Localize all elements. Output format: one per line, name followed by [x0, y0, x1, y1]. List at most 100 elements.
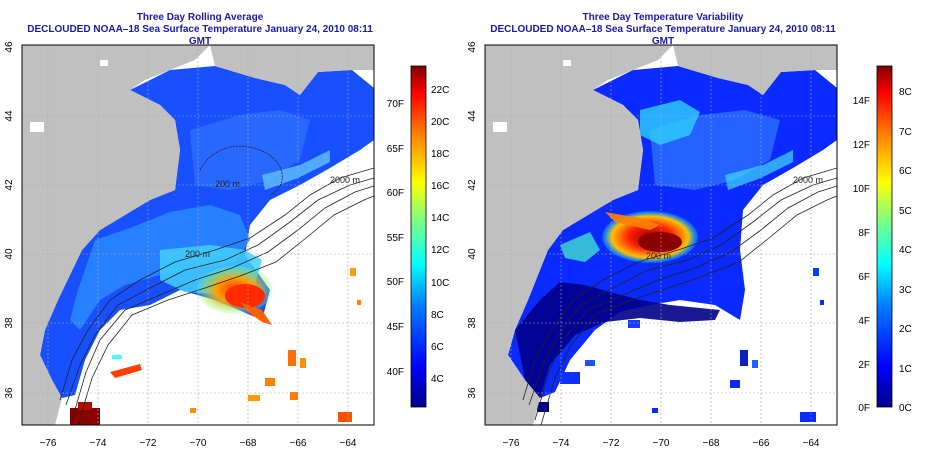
- right-cyan-patches: [640, 100, 700, 145]
- right-lat-tick-label: 44: [467, 110, 478, 122]
- right-gridlines: [485, 45, 837, 425]
- colorbar-c-label: 3C: [899, 285, 912, 296]
- right-lon-tick-label: −72: [603, 438, 620, 449]
- colorbar-c-label: 20C: [431, 117, 449, 128]
- colorbar-c-label: 1C: [899, 364, 912, 375]
- colorbar-f-label: 14F: [853, 96, 870, 107]
- colorbar-f-label: 10F: [853, 184, 870, 195]
- colorbar-f-label: 45F: [387, 322, 404, 333]
- left-lat-tick-label: 44: [4, 110, 15, 122]
- right-land-cape-breton: [793, 50, 837, 70]
- left-lon-tick-label: −72: [140, 438, 157, 449]
- colorbar-c-label: 22C: [431, 85, 449, 96]
- right-colorbar: 0F 2F 4F 6F 8F 10F 12F 14F 0C 1C 2C 3C 4…: [853, 65, 912, 414]
- right-land-island: [563, 60, 571, 66]
- left-lat-tick-label: 46: [4, 41, 15, 53]
- left-land-cape-breton: [330, 50, 374, 70]
- left-isobaths: [59, 145, 374, 425]
- left-lon-axis: −76 −74 −72 −70 −68 −66 −64: [40, 438, 357, 449]
- left-scattered-warm-patches: [70, 268, 361, 425]
- left-title-line2: DECLOUDED NOAA–18 Sea Surface Temperatur…: [27, 24, 373, 47]
- left-lon-tick-label: −74: [90, 438, 107, 449]
- right-colorbar-c-labels: 0C 1C 2C 3C 4C 5C 6C 7C 8C: [899, 87, 912, 414]
- right-north-strip: [725, 150, 793, 190]
- left-land-sable: [30, 122, 44, 132]
- colorbar-f-label: 6F: [858, 272, 870, 283]
- right-map-title: Three Day Temperature Variability DECLOU…: [478, 12, 848, 48]
- left-land-island: [100, 60, 108, 66]
- colorbar-f-label: 4F: [858, 316, 870, 327]
- colorbar-c-label: 0C: [899, 403, 912, 414]
- left-gulf-maine-field: [190, 110, 310, 190]
- right-map: 200 m 2000 m −76 −74 −72 −70 −68 −66 −64…: [467, 41, 838, 449]
- left-north-strip: [262, 150, 330, 190]
- left-lon-tick-label: −64: [340, 438, 357, 449]
- left-title-line1: Three Day Rolling Average: [136, 12, 264, 23]
- colorbar-f-label: 2F: [858, 360, 870, 371]
- colorbar-c-label: 8C: [431, 310, 444, 321]
- left-map-frame: [21, 44, 375, 426]
- colorbar-c-label: 12C: [431, 245, 449, 256]
- right-isobath-label-2000: 2000 m: [793, 175, 823, 185]
- colorbar-c-label: 7C: [899, 127, 912, 138]
- right-title-line1: Three Day Temperature Variability: [582, 12, 744, 23]
- right-lon-tick-label: −64: [803, 438, 820, 449]
- colorbar-f-label: 65F: [387, 144, 404, 155]
- colorbar-f-label: 70F: [387, 99, 404, 110]
- left-colorbar-ramp: [410, 65, 427, 408]
- right-shelf-dark: [515, 282, 720, 398]
- colorbar-c-label: 2C: [899, 324, 912, 335]
- left-lon-tick-label: −70: [190, 438, 207, 449]
- right-lat-tick-label: 40: [467, 248, 478, 260]
- right-lat-tick-label: 38: [467, 317, 478, 329]
- right-high-variability-center: [638, 232, 682, 252]
- right-isobath-label-200: 200 m: [646, 251, 671, 261]
- right-land-mainland: [485, 45, 673, 425]
- colorbar-c-label: 8C: [899, 87, 912, 98]
- left-colorbar-f-labels: 40F 45F 50F 55F 60F 65F 70F: [387, 99, 404, 378]
- left-lon-tick-label: −66: [290, 438, 307, 449]
- right-lat-axis: 36 38 40 42 44 46: [467, 41, 478, 399]
- colorbar-f-label: 60F: [387, 188, 404, 199]
- right-lon-tick-label: −76: [503, 438, 520, 449]
- right-lon-tick-label: −68: [703, 438, 720, 449]
- right-colorbar-ramp: [876, 65, 893, 408]
- left-lat-tick-label: 40: [4, 248, 15, 260]
- colorbar-f-label: 55F: [387, 233, 404, 244]
- colorbar-c-label: 5C: [899, 206, 912, 217]
- left-land-mainland: [22, 45, 210, 425]
- right-lon-tick-label: −66: [753, 438, 770, 449]
- right-isobaths: [522, 167, 837, 425]
- right-cyan-patch-south: [560, 232, 600, 262]
- right-warm-streak: [605, 212, 660, 230]
- left-map-title: Three Day Rolling Average DECLOUDED NOAA…: [20, 12, 380, 48]
- right-title-line2: DECLOUDED NOAA–18 Sea Surface Temperatur…: [490, 24, 836, 47]
- colorbar-c-label: 4C: [431, 374, 444, 385]
- right-lon-axis: −76 −74 −72 −70 −68 −66 −64: [503, 438, 820, 449]
- right-lon-tick-label: −70: [653, 438, 670, 449]
- left-lat-tick-label: 36: [4, 387, 15, 399]
- left-warm-eddy-core: [225, 284, 265, 308]
- colorbar-c-label: 18C: [431, 149, 449, 160]
- colorbar-c-label: 6C: [431, 342, 444, 353]
- colorbar-c-label: 14C: [431, 213, 449, 224]
- left-colorbar: 40F 45F 50F 55F 60F 65F 70F 4C 6C 8C 10C…: [387, 65, 449, 408]
- left-gridlines: [22, 45, 374, 425]
- right-colorbar-f-labels: 0F 2F 4F 6F 8F 10F 12F 14F: [853, 96, 870, 414]
- colorbar-c-label: 6C: [899, 166, 912, 177]
- right-lat-tick-label: 46: [467, 41, 478, 53]
- right-lon-tick-label: −74: [553, 438, 570, 449]
- left-map: 200 m 200 m 2000 m −76 −74 −72 −70 −68 −…: [4, 41, 375, 449]
- left-warm-streamer: [240, 302, 272, 325]
- right-lat-tick-label: 42: [467, 179, 478, 191]
- right-scattered-patches: [537, 268, 824, 422]
- left-colorbar-c-labels: 4C 6C 8C 10C 12C 14C 16C 18C 20C 22C: [431, 85, 449, 385]
- colorbar-f-label: 0F: [858, 403, 870, 414]
- left-lat-tick-label: 38: [4, 317, 15, 329]
- right-map-frame: [484, 44, 838, 426]
- colorbar-f-label: 8F: [858, 228, 870, 239]
- left-lon-tick-label: −68: [240, 438, 257, 449]
- colorbar-c-label: 10C: [431, 278, 449, 289]
- colorbar-f-label: 40F: [387, 367, 404, 378]
- right-land-sable: [493, 122, 507, 132]
